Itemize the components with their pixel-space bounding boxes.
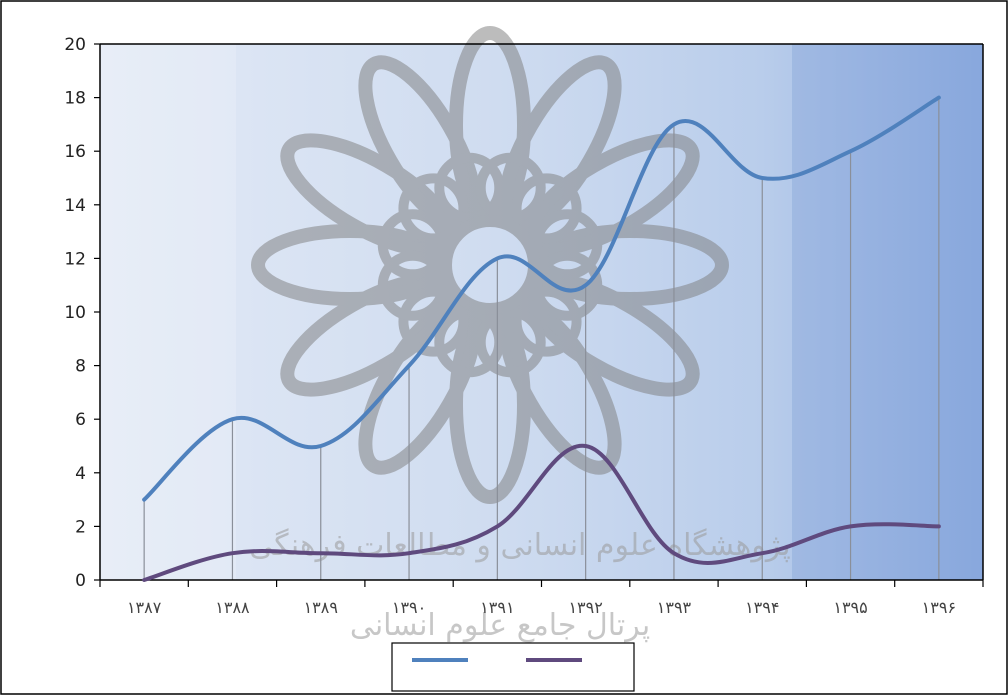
x-tick-label: ۱۳۹۲ bbox=[568, 598, 602, 617]
y-tick-label: 18 bbox=[64, 89, 86, 109]
y-tick-label: 20 bbox=[64, 35, 86, 55]
legend-box bbox=[392, 643, 634, 691]
plot-band-dark bbox=[792, 44, 983, 580]
y-tick-label: 4 bbox=[75, 464, 86, 484]
y-tick-label: 10 bbox=[64, 303, 86, 323]
x-tick-label: ۱۳۹۶ bbox=[922, 598, 956, 617]
x-tick-label: ۱۳۸۹ bbox=[304, 598, 338, 617]
plot-band-light bbox=[100, 44, 236, 580]
x-tick-label: ۱۳۸۸ bbox=[215, 598, 250, 617]
watermark-text-top: پژوهشگاه علوم انسانی و مطالعات فرهنگی bbox=[249, 528, 791, 563]
y-tick-label: 12 bbox=[64, 249, 86, 269]
y-tick-label: 2 bbox=[75, 517, 86, 537]
legend bbox=[392, 643, 634, 691]
y-tick-label: 6 bbox=[75, 410, 86, 430]
x-tick-label: ۱۳۹۴ bbox=[745, 598, 779, 617]
x-tick-label: ۱۳۸۷ bbox=[127, 598, 162, 617]
y-tick-label: 8 bbox=[75, 357, 86, 377]
y-tick-label: 14 bbox=[64, 196, 86, 216]
x-tick-label: ۱۳۹۵ bbox=[833, 598, 867, 617]
y-tick-label: 0 bbox=[75, 571, 86, 591]
x-tick-label: ۱۳۹۳ bbox=[657, 598, 692, 617]
x-tick-label: ۱۳۹۱ bbox=[480, 598, 514, 617]
x-tick-label: ۱۳۹۰ bbox=[392, 598, 426, 617]
y-tick-label: 16 bbox=[64, 142, 86, 162]
